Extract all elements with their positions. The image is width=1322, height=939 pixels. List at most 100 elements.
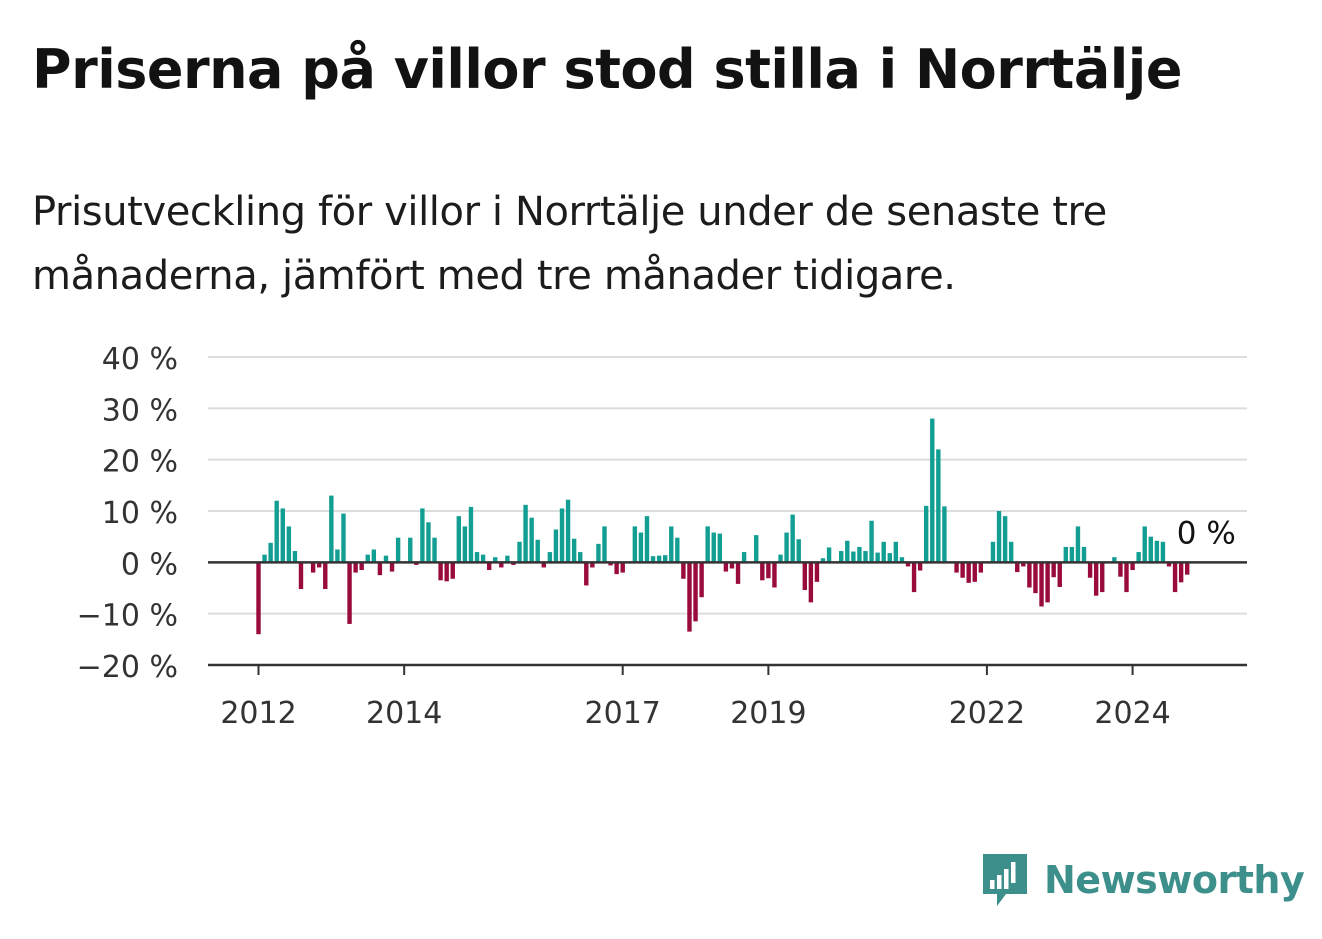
bar-2015-10 [529, 517, 534, 563]
bar-2021-09 [960, 562, 965, 578]
bar-2016-07 [584, 562, 589, 586]
bar-2012-07 [292, 551, 298, 563]
bar-2023-05 [1081, 546, 1087, 563]
bar-2014-12 [468, 506, 474, 563]
bar-2016-12 [614, 562, 619, 575]
x-tick-label: 2012 [220, 696, 296, 731]
bar-2024-08 [1172, 562, 1178, 593]
bar-2013-10 [383, 555, 389, 563]
bar-2019-05 [790, 514, 795, 563]
bar-2019-03 [778, 554, 783, 563]
bar-2024-04 [1148, 536, 1153, 563]
bar-2019-01 [766, 562, 771, 579]
bar-2024-09 [1178, 562, 1184, 583]
bar-2012-10 [310, 562, 316, 573]
bar-2017-01 [620, 562, 625, 573]
newsworthy-logo-icon [983, 854, 1027, 906]
y-tick-label: −10 % [77, 599, 178, 634]
y-tick-label: 40 % [102, 342, 178, 377]
bar-2018-09 [741, 552, 747, 563]
chart-subtitle: Prisutveckling för villor i Norrtälje un… [32, 189, 1107, 299]
bar-2020-10 [893, 541, 899, 563]
y-tick-label: −20 % [77, 650, 178, 685]
bar-2016-05 [571, 538, 577, 563]
latest-value-label: 0 % [1177, 515, 1236, 551]
bar-2012-12 [323, 562, 328, 590]
bar-2014-03 [414, 562, 419, 565]
bar-2024-05 [1154, 540, 1160, 563]
bar-2020-09 [887, 553, 892, 563]
bar-2018-04 [711, 532, 716, 563]
bar-2022-04 [1002, 516, 1008, 563]
bar-2024-01 [1130, 562, 1135, 571]
bar-2016-02 [553, 529, 559, 563]
bar-2017-11 [681, 562, 686, 579]
y-tick-label: 0 % [121, 547, 178, 582]
bar-2020-04 [857, 546, 862, 563]
bar-2019-06 [796, 539, 801, 563]
bar-2013-05 [353, 562, 358, 573]
bar-2012-06 [286, 526, 292, 563]
x-tick-label: 2019 [730, 696, 806, 731]
bar-2014-02 [408, 537, 413, 563]
bar-2012-05 [280, 508, 285, 563]
bar-2015-07 [511, 562, 516, 565]
y-tick-label: 30 % [102, 393, 178, 428]
bar-2021-01 [911, 562, 917, 593]
bar-2018-03 [705, 526, 710, 563]
bar-2023-06 [1087, 562, 1093, 578]
x-axis: 2012 2014 2017 2019 2022 2024 [208, 561, 1247, 731]
bar-2019-02 [772, 562, 777, 588]
bar-2020-06 [869, 520, 874, 563]
bar-2014-08 [444, 562, 449, 582]
bar-2018-07 [729, 562, 735, 569]
y-tick-label: 10 % [102, 496, 178, 531]
bar-2012-03 [268, 542, 273, 563]
bar-2018-11 [754, 535, 759, 563]
bar-2024-06 [1160, 541, 1166, 563]
bar-2020-02 [845, 540, 850, 563]
bar-2022-02 [990, 541, 996, 563]
bar-2020-03 [851, 551, 856, 563]
bar-2012-01 [256, 562, 261, 635]
bar-2023-10 [1112, 557, 1117, 563]
bar-2015-05 [499, 562, 504, 568]
bar-2016-11 [608, 562, 613, 566]
bar-2012-04 [274, 500, 279, 563]
bar-2018-06 [723, 562, 729, 572]
bar-2015-04 [493, 557, 498, 563]
brand-name: Newsworthy [1044, 858, 1305, 902]
bar-2023-11 [1118, 562, 1123, 577]
y-tick-label: 20 % [102, 445, 178, 480]
bar-2017-10 [675, 537, 680, 563]
bar-2020-12 [905, 562, 911, 567]
bar-2015-09 [523, 504, 528, 563]
bar-2019-04 [784, 532, 789, 563]
bar-2021-02 [917, 562, 923, 571]
bar-2014-09 [450, 562, 455, 579]
bar-2016-08 [590, 562, 595, 568]
bar-2013-08 [371, 549, 377, 563]
bar-2018-01 [693, 562, 698, 622]
bar-2020-11 [899, 557, 905, 563]
bar-2015-03 [486, 562, 492, 571]
bar-2023-02 [1063, 546, 1069, 563]
bar-2022-06 [1015, 562, 1020, 573]
bar-2014-07 [438, 562, 443, 581]
bar-2018-05 [717, 533, 723, 563]
price-change-bar-chart: −20 % −10 % 0 % 10 % 20 % 30 % 40 % 2012 2014 20… [77, 342, 1247, 731]
grid-lines [208, 356, 1247, 615]
bar-2016-03 [559, 508, 565, 563]
bar-2015-02 [480, 554, 486, 563]
bar-2021-08 [954, 562, 959, 573]
bar-2023-12 [1124, 562, 1129, 593]
bar-2023-04 [1075, 526, 1081, 563]
bar-2018-12 [760, 562, 765, 581]
y-axis-labels: −20 % −10 % 0 % 10 % 20 % 30 % 40 % [77, 342, 178, 685]
bar-2022-07 [1021, 562, 1026, 567]
bar-2013-07 [365, 554, 370, 563]
bar-2014-05 [426, 522, 431, 563]
bar-2021-10 [966, 562, 971, 583]
bar-2023-03 [1069, 546, 1075, 563]
bar-2022-08 [1027, 562, 1032, 588]
